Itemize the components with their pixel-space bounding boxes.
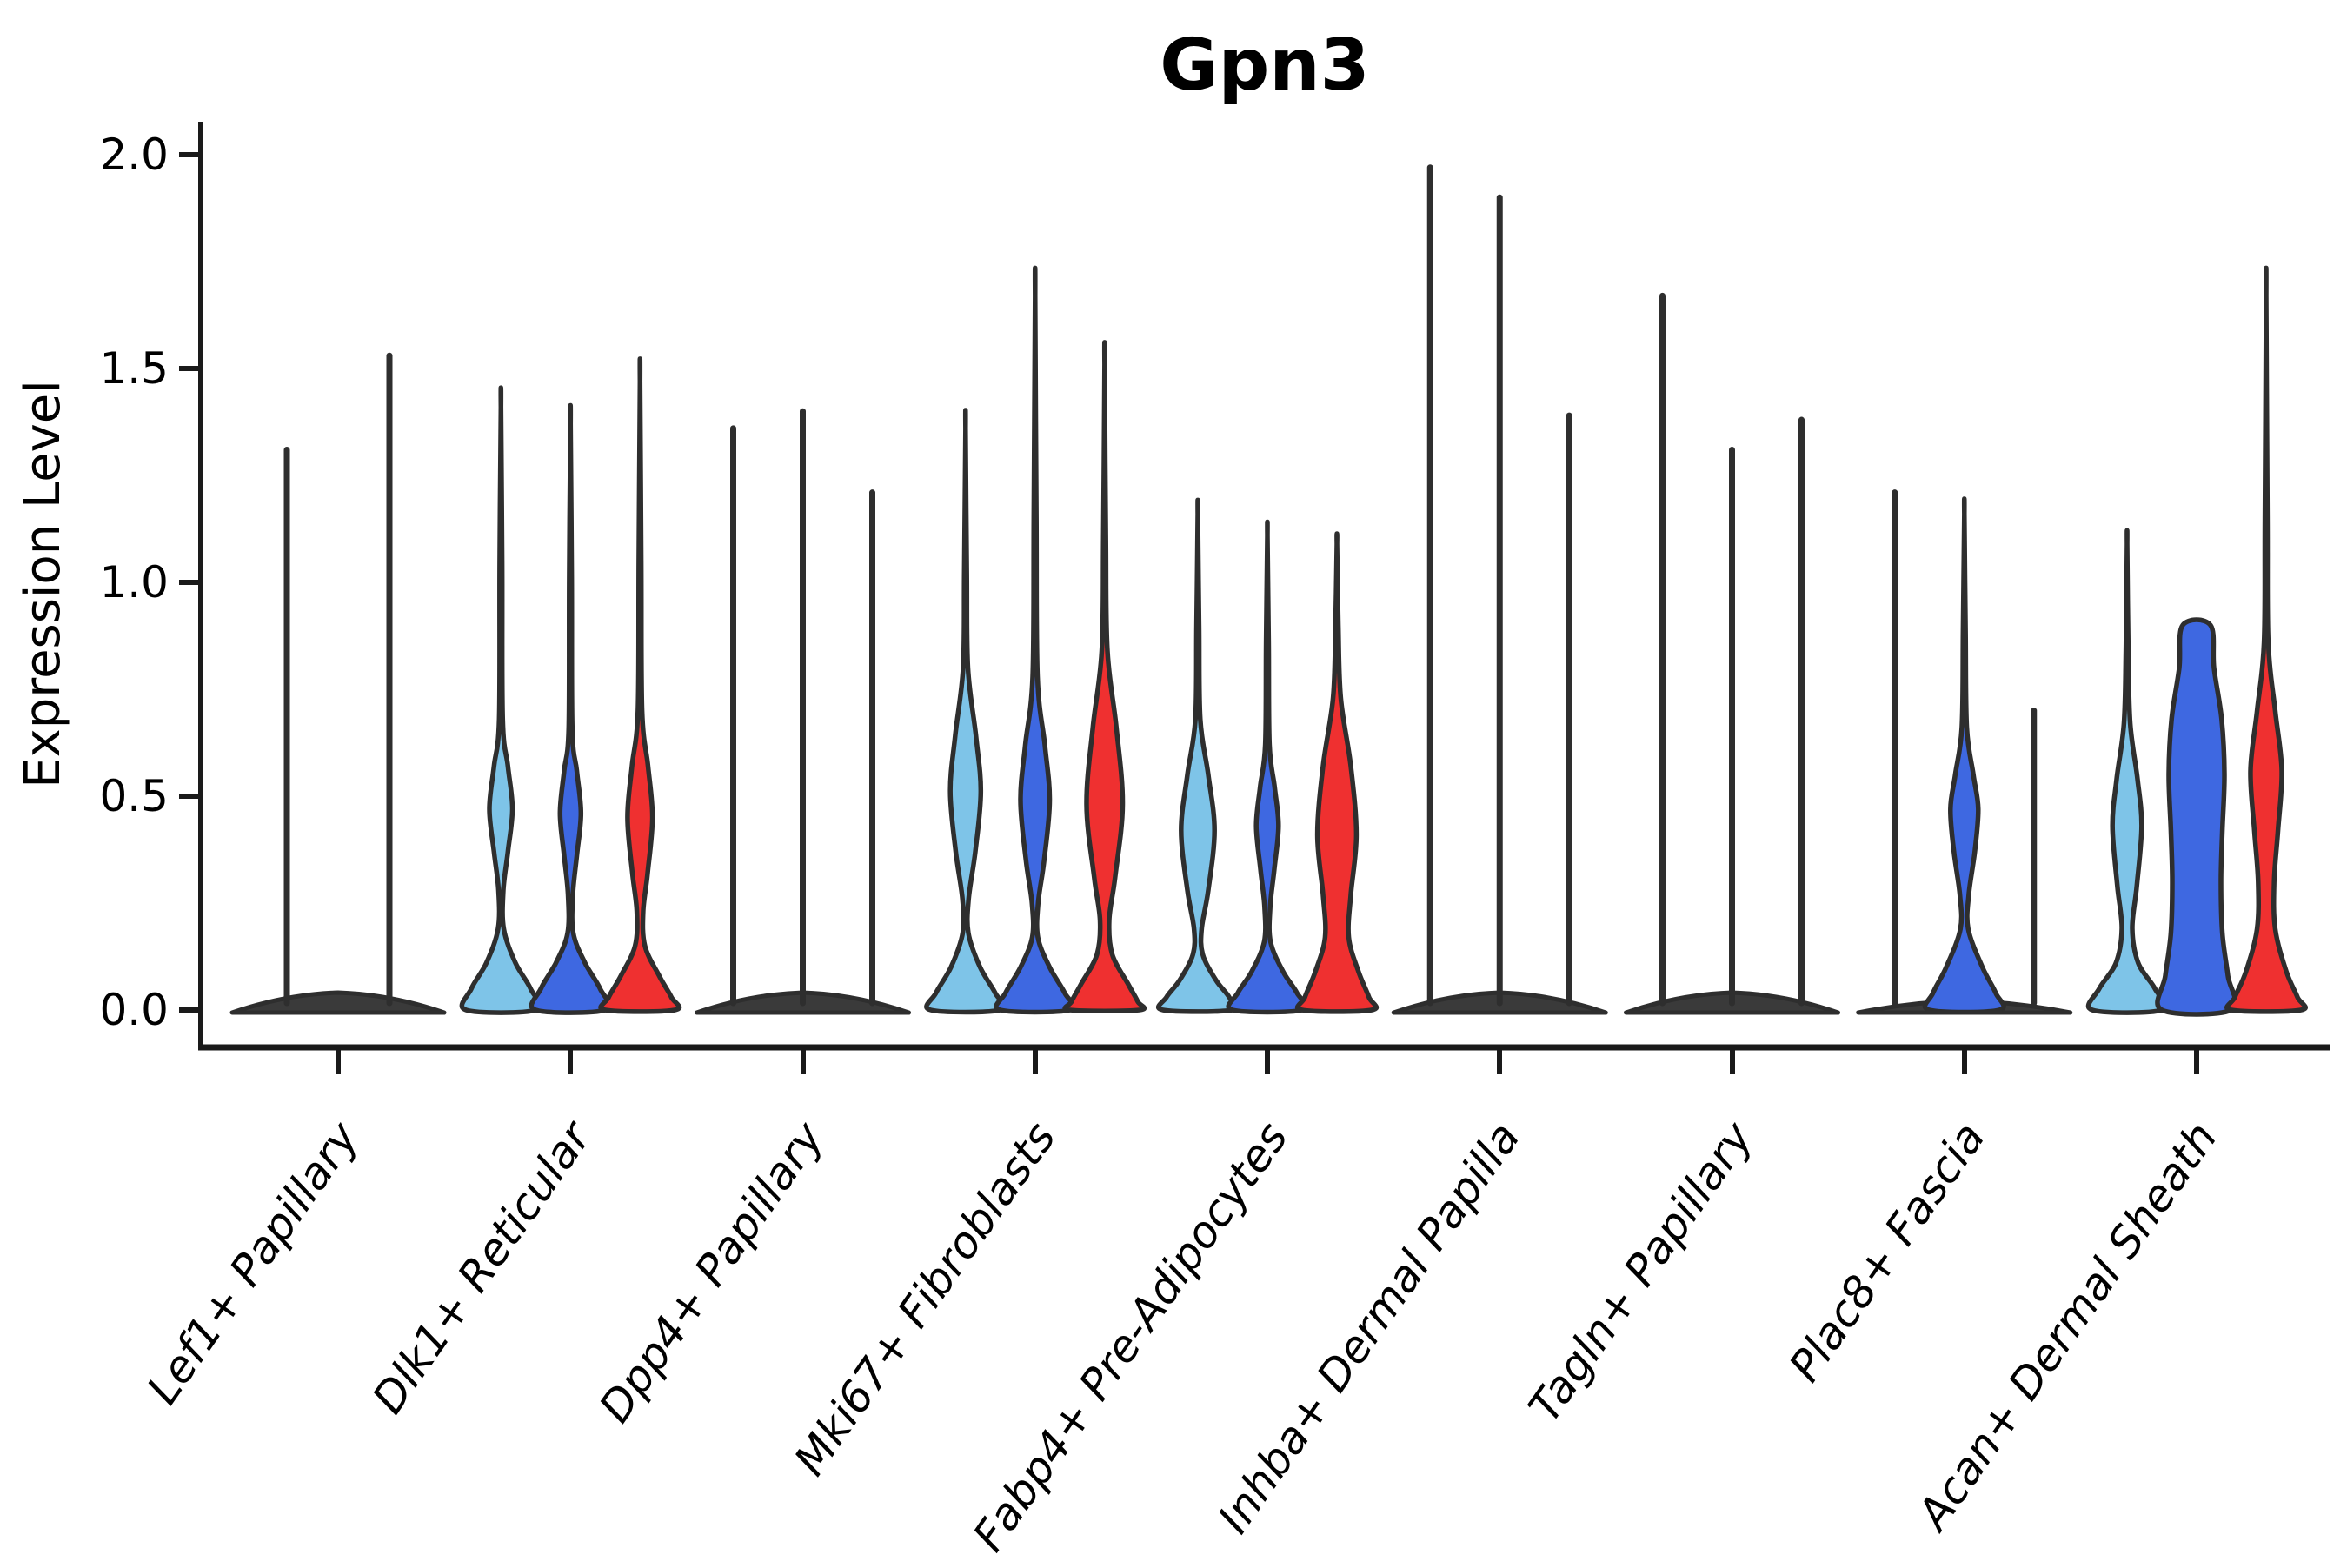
violins-layer [229, 164, 2308, 1017]
y-tick-label: 0.5 [99, 771, 169, 821]
violin-royal_blue [529, 402, 612, 1015]
y-tick-label: 2.0 [99, 130, 169, 180]
chart-title: Gpn3 [1160, 24, 1369, 107]
violin-royal_blue [1226, 519, 1309, 1015]
violin-royal_blue [1922, 496, 2006, 1015]
y-tick-label: 0.0 [99, 985, 169, 1035]
y-tick-label: 1.5 [99, 343, 169, 394]
y-tick-label: 1.0 [99, 557, 169, 608]
violin-red [1294, 531, 1380, 1014]
violin-light_blue [1156, 497, 1240, 1014]
violin-red [1062, 340, 1147, 1013]
flat-group-base [229, 990, 447, 1015]
violin-light_blue [924, 408, 1007, 1015]
violin-royal_blue [2155, 617, 2238, 1017]
violin-red [2224, 265, 2308, 1014]
y-tick-marks [179, 152, 201, 1013]
y-axis-label: Expression Level [15, 380, 71, 788]
violin-royal_blue [994, 265, 1077, 1015]
violin-light_blue [2085, 528, 2169, 1015]
violin-light_blue [459, 385, 542, 1015]
violin-red [598, 356, 682, 1014]
x-tick-marks [336, 1047, 2199, 1074]
